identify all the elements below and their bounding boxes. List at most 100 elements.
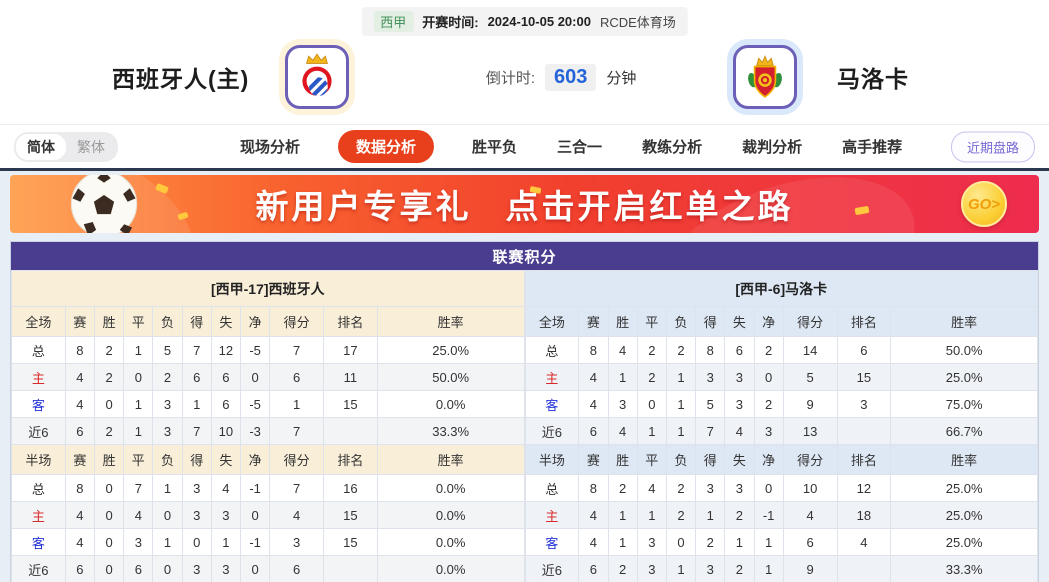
table-cell: 2	[724, 555, 755, 582]
table-cell: 15	[323, 501, 378, 529]
table-cell: 25.0%	[890, 363, 1038, 391]
column-header: 负	[152, 444, 183, 475]
table-cell: 1	[665, 417, 697, 445]
banner-text: 新用户专享礼 点击开启红单之路	[255, 188, 794, 225]
table-cell: 0.0%	[376, 555, 525, 582]
column-header: 赛	[64, 444, 96, 475]
promo-banner[interactable]: 新用户专享礼 点击开启红单之路 GO>	[10, 175, 1039, 233]
table-row: 客 4 0 1 3 1 6 -5 1 15 0.0%	[11, 390, 525, 418]
table-cell: 0	[93, 555, 125, 582]
tab-coach-analysis[interactable]: 教练分析	[642, 139, 703, 156]
table-row: 近6 6 2 1 3 7 10 -3 7 33.3%	[11, 417, 525, 445]
table-cell: 1	[123, 336, 154, 364]
table-cell: 3	[636, 555, 667, 582]
team-subtitle: [西甲-17]西班牙人	[11, 270, 525, 307]
table-cell: 6	[724, 336, 755, 364]
table-cell: 1	[607, 363, 638, 391]
countdown-unit: 分钟	[606, 69, 637, 87]
table-cell: 7	[181, 417, 212, 445]
table-cell: 3	[695, 363, 726, 391]
table-cell: 1	[636, 501, 667, 529]
table-cell: 6	[181, 363, 212, 391]
table-row: 主 4 1 2 1 3 3 0 5 15 25.0%	[524, 363, 1038, 391]
table-cell: 2	[607, 555, 638, 582]
column-header: 赛	[578, 444, 609, 475]
page-body: 新用户专享礼 点击开启红单之路 GO> 联赛积分 [西甲-17]西班牙人 全场赛胜平…	[0, 171, 1049, 582]
table-cell: 客	[11, 390, 66, 418]
table-cell: 3	[210, 555, 242, 582]
table-cell: 12	[210, 336, 242, 364]
table-cell: 4	[578, 363, 609, 391]
column-header: 全场	[11, 306, 66, 337]
table-cell: 6	[64, 417, 96, 445]
analysis-nav: 简体 繁体 现场分析 数据分析 胜平负 三合一 教练分析 裁判分析 高手推荐 近…	[0, 124, 1049, 168]
tab-expert-picks[interactable]: 高手推荐	[842, 139, 903, 156]
table-cell: 4	[578, 390, 609, 418]
table-cell: 33.3%	[890, 555, 1038, 582]
table-row: 近6 6 0 6 0 3 3 0 6 0.0%	[11, 555, 525, 582]
table-cell: 10	[210, 417, 242, 445]
table-cell: 3	[724, 390, 755, 418]
table-cell: 4	[64, 390, 96, 418]
table-cell: 客	[524, 528, 580, 556]
table-cell: 3	[724, 474, 755, 502]
table-cell: 4	[636, 474, 667, 502]
column-header: 胜	[93, 444, 125, 475]
table-cell: 13	[782, 417, 838, 445]
table-cell: 8	[578, 336, 609, 364]
column-header: 失	[724, 306, 755, 337]
table-cell: 11	[323, 363, 378, 391]
table-cell: 6	[836, 336, 892, 364]
table-cell: 1	[152, 528, 183, 556]
table-cell: 17	[323, 336, 378, 364]
table-cell: -1	[753, 501, 784, 529]
column-header: 胜	[607, 444, 638, 475]
table-cell: 0.0%	[376, 528, 525, 556]
table-cell: 4	[64, 363, 96, 391]
table-cell: 6	[269, 363, 325, 391]
language-toggle[interactable]: 简体 繁体	[14, 131, 118, 162]
table-cell: 18	[836, 501, 892, 529]
table-cell: -1	[240, 528, 271, 556]
table-cell: 2	[93, 336, 125, 364]
table-cell: 10	[782, 474, 838, 502]
away-team: 马洛卡	[733, 45, 909, 109]
tab-win-draw-lose[interactable]: 胜平负	[472, 139, 518, 156]
table-cell: 总	[524, 336, 580, 364]
table-cell: 7	[269, 336, 325, 364]
table-cell: 0	[753, 363, 784, 391]
column-header: 胜率	[376, 444, 525, 475]
table-cell: 66.7%	[890, 417, 1038, 445]
table-cell: 0.0%	[376, 501, 525, 529]
header-row: 半场赛胜平负得失净得分 排名 胜率	[11, 444, 525, 475]
table-cell: 4	[782, 501, 838, 529]
tab-data-analysis[interactable]: 数据分析	[338, 130, 435, 163]
tab-live-analysis[interactable]: 现场分析	[240, 139, 301, 156]
recent-odds-button[interactable]: 近期盘路	[950, 131, 1035, 162]
table-title: 联赛积分	[11, 242, 1038, 270]
match-info-bar: 西甲 开赛时间: 2024-10-05 20:00 RCDE体育场	[361, 7, 688, 36]
column-header: 得	[695, 444, 726, 475]
table-cell: 6	[269, 555, 325, 582]
column-header: 胜	[607, 306, 638, 337]
table-cell: 4	[123, 501, 154, 529]
table-cell: 4	[724, 417, 755, 445]
column-header: 得分	[782, 444, 838, 475]
table-cell: 主	[11, 501, 66, 529]
table-cell: 0	[93, 474, 125, 502]
tab-referee-analysis[interactable]: 裁判分析	[742, 139, 803, 156]
table-cell: 8	[64, 474, 96, 502]
tab-three-in-one[interactable]: 三合一	[557, 139, 603, 156]
column-header: 得分	[269, 444, 325, 475]
table-row: 近6 6 4 1 1 7 4 3 13 66.7%	[524, 417, 1038, 445]
lang-traditional[interactable]: 繁体	[77, 138, 105, 155]
table-cell: 3	[210, 501, 242, 529]
table-cell: 0	[152, 555, 183, 582]
table-cell: 1	[695, 501, 726, 529]
lang-simplified[interactable]: 简体	[16, 133, 66, 160]
subtitle-row: [西甲-6]马洛卡	[524, 270, 1038, 307]
table-cell: 7	[269, 417, 325, 445]
table-cell: 1	[181, 390, 212, 418]
go-button[interactable]: GO>	[961, 181, 1007, 227]
table-cell: 1	[665, 363, 697, 391]
